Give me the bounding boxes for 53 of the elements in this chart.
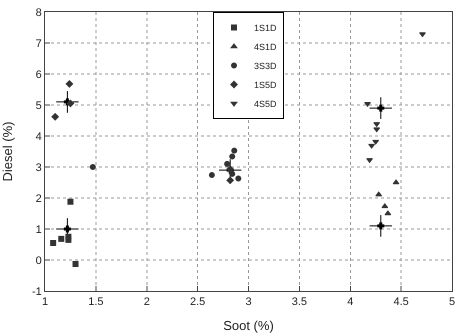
x-tick-label: 3.5 [292, 296, 308, 308]
point [90, 164, 96, 170]
point [58, 236, 64, 242]
x-tick-label: 2.5 [190, 296, 206, 308]
y-axis-title: Diesel (%) [0, 122, 15, 182]
y-tick-label: 5 [36, 100, 42, 112]
point [231, 148, 238, 154]
y-tick-label: 7 [36, 38, 42, 50]
point [381, 203, 388, 208]
point [66, 80, 74, 88]
point [64, 226, 71, 232]
legend-label: 4S1D [254, 42, 278, 52]
point [419, 32, 426, 38]
x-tick-label: 5 [448, 296, 456, 308]
point [50, 240, 56, 246]
legend-label: 1S5D [254, 80, 278, 90]
legend-label: 1S1D [254, 23, 278, 34]
y-tick-label: 8 [36, 6, 42, 19]
point [377, 104, 384, 112]
y-tick-label: 3 [36, 162, 42, 174]
y-tick-label: 4 [36, 130, 42, 143]
x-tick-label: 2 [144, 296, 150, 308]
point [366, 158, 373, 163]
point [72, 261, 79, 268]
point [51, 113, 59, 121]
point [229, 170, 236, 177]
point [66, 100, 74, 108]
point [226, 176, 234, 184]
point [67, 198, 74, 205]
point [208, 172, 215, 178]
point [364, 102, 371, 107]
y-tick-label: 0 [36, 254, 42, 267]
legend-label: 3S3D [254, 61, 278, 72]
point [235, 175, 242, 182]
point [224, 160, 230, 167]
y-tick-label: 1 [36, 224, 42, 236]
point [377, 222, 384, 230]
point [373, 127, 380, 132]
x-axis-title: Soot (%) [223, 318, 274, 333]
x-tick-label: 4 [347, 296, 354, 308]
y-tick-label: 6 [36, 68, 42, 81]
x-tick-label: 1.5 [88, 296, 104, 308]
point [65, 236, 72, 243]
legend-label: 4S5D [254, 99, 278, 110]
x-tick-label: 4.5 [393, 296, 409, 308]
point [392, 180, 400, 184]
point [229, 153, 236, 160]
y-tick-label: -1 [32, 286, 42, 298]
point [384, 210, 392, 216]
y-tick-label: 2 [36, 192, 42, 205]
point [368, 144, 376, 149]
x-tick-label: 3 [245, 296, 252, 308]
point [372, 140, 380, 145]
